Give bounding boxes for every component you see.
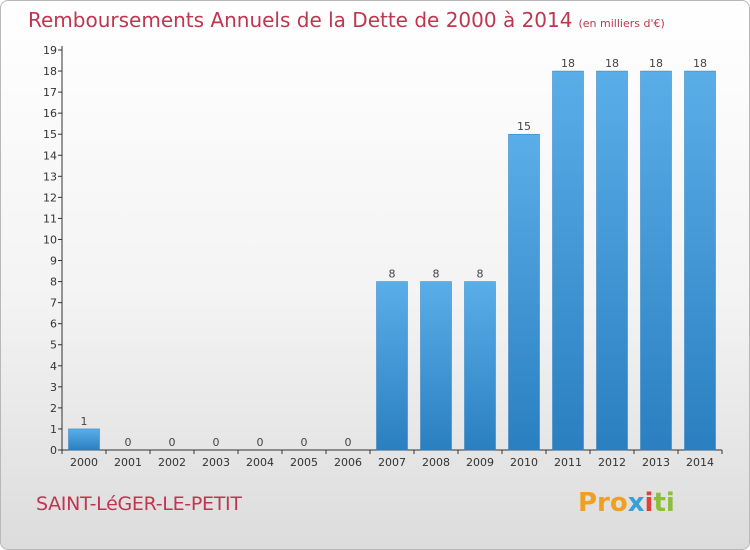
x-tick-label: 2000	[70, 456, 98, 469]
bar	[552, 70, 584, 451]
x-tick-label: 2005	[290, 456, 318, 469]
bar	[464, 281, 496, 451]
y-tick-label: 4	[50, 360, 57, 373]
bar	[508, 133, 540, 451]
y-tick-label: 9	[50, 255, 57, 268]
y-tick-label: 0	[50, 444, 57, 457]
x-tick-label: 2014	[686, 456, 714, 469]
bar	[684, 70, 716, 451]
y-tick-label: 18	[43, 65, 57, 78]
value-label: 18	[605, 57, 619, 70]
x-tick-label: 2001	[114, 456, 142, 469]
y-tick-label: 2	[50, 402, 57, 415]
chart-title: Remboursements Annuels de la Dette de 20…	[28, 8, 665, 32]
logo-part-1: Pro	[578, 488, 628, 518]
y-tick-label: 14	[43, 149, 57, 162]
value-label: 0	[125, 436, 132, 449]
x-tick-label: 2008	[422, 456, 450, 469]
y-tick-label: 13	[43, 170, 57, 183]
commune-name: SAINT-LéGER-LE-PETIT	[36, 493, 242, 515]
bar	[376, 281, 408, 451]
value-label: 8	[389, 268, 396, 281]
value-label: 8	[433, 268, 440, 281]
value-label: 0	[213, 436, 220, 449]
value-label: 15	[517, 120, 531, 133]
bar	[420, 281, 452, 451]
y-tick-label: 10	[43, 233, 57, 246]
value-label: 18	[561, 57, 575, 70]
value-label: 18	[693, 57, 707, 70]
y-tick-label: 7	[50, 297, 57, 310]
x-tick-label: 2003	[202, 456, 230, 469]
y-tick-label: 8	[50, 276, 57, 289]
y-tick-label: 6	[50, 318, 57, 331]
y-tick-label: 5	[50, 339, 57, 352]
value-label: 8	[477, 268, 484, 281]
x-tick-label: 2004	[246, 456, 274, 469]
logo-part-2: x	[627, 488, 645, 518]
y-tick-label: 11	[43, 212, 57, 225]
bar	[640, 70, 672, 451]
x-tick-label: 2009	[466, 456, 494, 469]
proxiti-logo: Proxiti	[578, 488, 675, 518]
x-tick-label: 2007	[378, 456, 406, 469]
chart-title-text: Remboursements Annuels de la Dette de 20…	[28, 8, 573, 32]
x-tick-label: 2010	[510, 456, 538, 469]
chart-bars: 1 0 0 0 0 0 0 8 8 8 15 18 18 18 18	[68, 57, 716, 451]
y-tick-label: 16	[43, 107, 57, 120]
x-tick-label: 2011	[554, 456, 582, 469]
value-label: 0	[257, 436, 264, 449]
y-tick-label: 19	[43, 44, 57, 57]
value-label: 1	[81, 415, 88, 428]
y-tick-label: 12	[43, 191, 57, 204]
logo-part-4: ti	[653, 488, 675, 518]
x-tick-label: 2012	[598, 456, 626, 469]
bar	[596, 70, 628, 451]
x-tick-label: 2013	[642, 456, 670, 469]
x-tick-label: 2002	[158, 456, 186, 469]
bar	[68, 428, 100, 451]
y-tick-label: 1	[50, 423, 57, 436]
value-label: 0	[301, 436, 308, 449]
x-tick-label: 2006	[334, 456, 362, 469]
value-label: 18	[649, 57, 663, 70]
value-label: 0	[345, 436, 352, 449]
logo-part-3: i	[644, 488, 654, 518]
y-tick-label: 15	[43, 128, 57, 141]
value-label: 0	[169, 436, 176, 449]
y-tick-label: 3	[50, 381, 57, 394]
y-tick-label: 17	[43, 86, 57, 99]
chart-subtitle: (en milliers d'€)	[578, 17, 665, 30]
